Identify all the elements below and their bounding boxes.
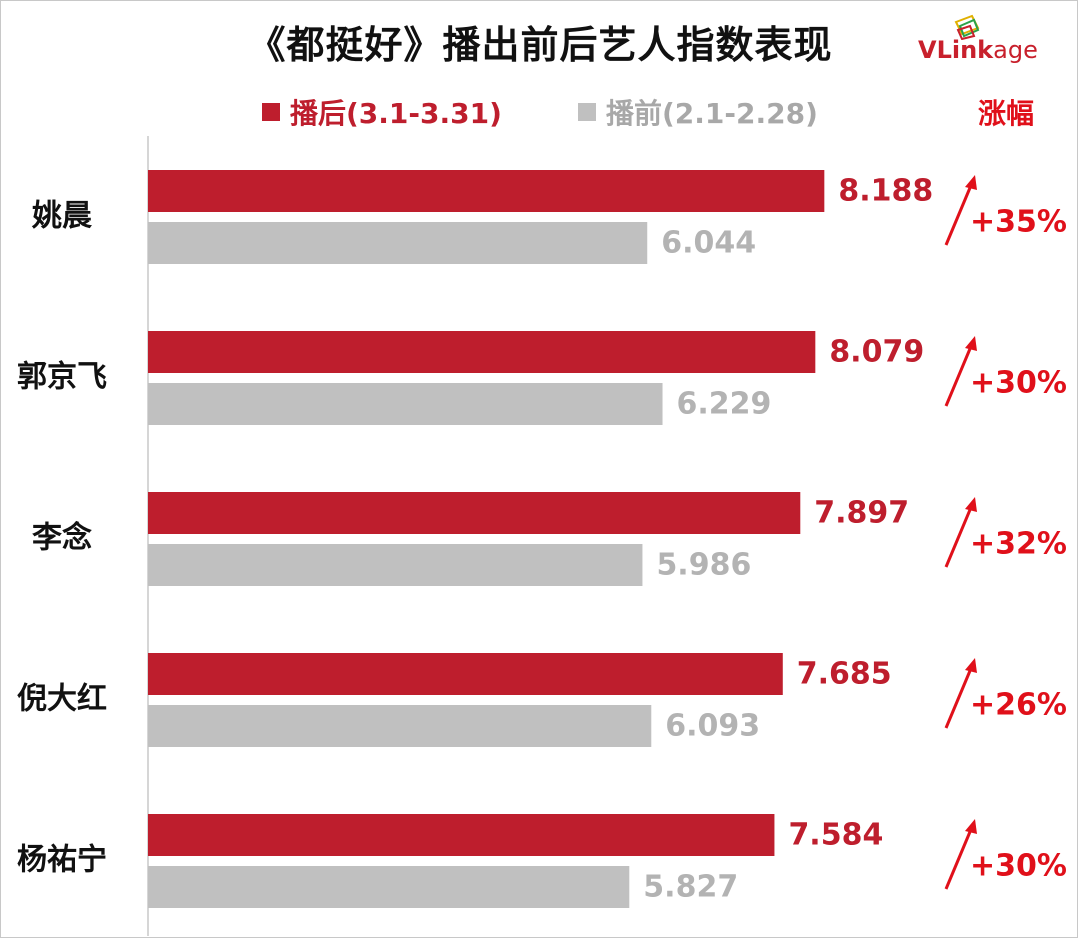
- legend-item-after: 播后(3.1-3.31): [262, 92, 502, 132]
- bar-after: [148, 814, 775, 856]
- data-label: 8.079: [829, 335, 924, 370]
- vlinkage-logo: VLinkage: [918, 8, 1058, 68]
- legend-item-before: 播前(2.1-2.28): [578, 92, 818, 132]
- data-label: 5.986: [656, 548, 751, 583]
- arrow-up-right-icon: [944, 175, 977, 246]
- data-label: 6.229: [677, 387, 772, 422]
- data-label: 7.584: [788, 818, 883, 853]
- data-label: 7.685: [797, 657, 892, 692]
- arrow-up-right-icon: [944, 336, 977, 407]
- change-label: +26%: [970, 688, 1067, 723]
- bar-before: [148, 866, 630, 908]
- legend-swatch-before: [578, 103, 596, 121]
- bar-after: [148, 170, 825, 212]
- bar-before: [148, 705, 652, 747]
- category-label: 李念: [32, 521, 92, 556]
- data-label: 7.897: [814, 496, 909, 531]
- change-label: +30%: [970, 849, 1067, 884]
- bar-after: [148, 331, 816, 373]
- change-label: +35%: [970, 205, 1067, 240]
- chart-legend: 播后(3.1-3.31) 播前(2.1-2.28): [0, 92, 1080, 132]
- category-label: 姚晨: [31, 199, 93, 234]
- bar-after: [148, 492, 801, 534]
- change-label: +32%: [970, 527, 1067, 562]
- legend-swatch-after: [262, 103, 280, 121]
- arrow-up-right-icon: [944, 658, 977, 729]
- bar-before: [148, 383, 663, 425]
- arrow-up-right-icon: [944, 497, 977, 568]
- bar-before: [148, 222, 648, 264]
- category-label: 郭京飞: [17, 360, 107, 395]
- legend-label-after: 播后(3.1-3.31): [290, 97, 502, 130]
- legend-label-before: 播前(2.1-2.28): [606, 97, 818, 130]
- data-label: 6.044: [661, 226, 756, 261]
- logo-text: VLinkage: [918, 36, 1038, 64]
- logo-mark-icon: [954, 14, 980, 40]
- bar-after: [148, 653, 783, 695]
- category-label: 倪大红: [17, 682, 107, 717]
- data-label: 5.827: [643, 870, 738, 905]
- category-label: 杨祐宁: [17, 843, 107, 878]
- data-label: 6.093: [665, 709, 760, 744]
- chart-title: 《都挺好》播出前后艺人指数表现: [247, 23, 833, 67]
- arrow-up-right-icon: [944, 819, 977, 890]
- change-header: 涨幅: [978, 97, 1035, 130]
- bar-before: [148, 544, 643, 586]
- data-label: 8.188: [838, 174, 933, 209]
- change-label: +30%: [970, 366, 1067, 401]
